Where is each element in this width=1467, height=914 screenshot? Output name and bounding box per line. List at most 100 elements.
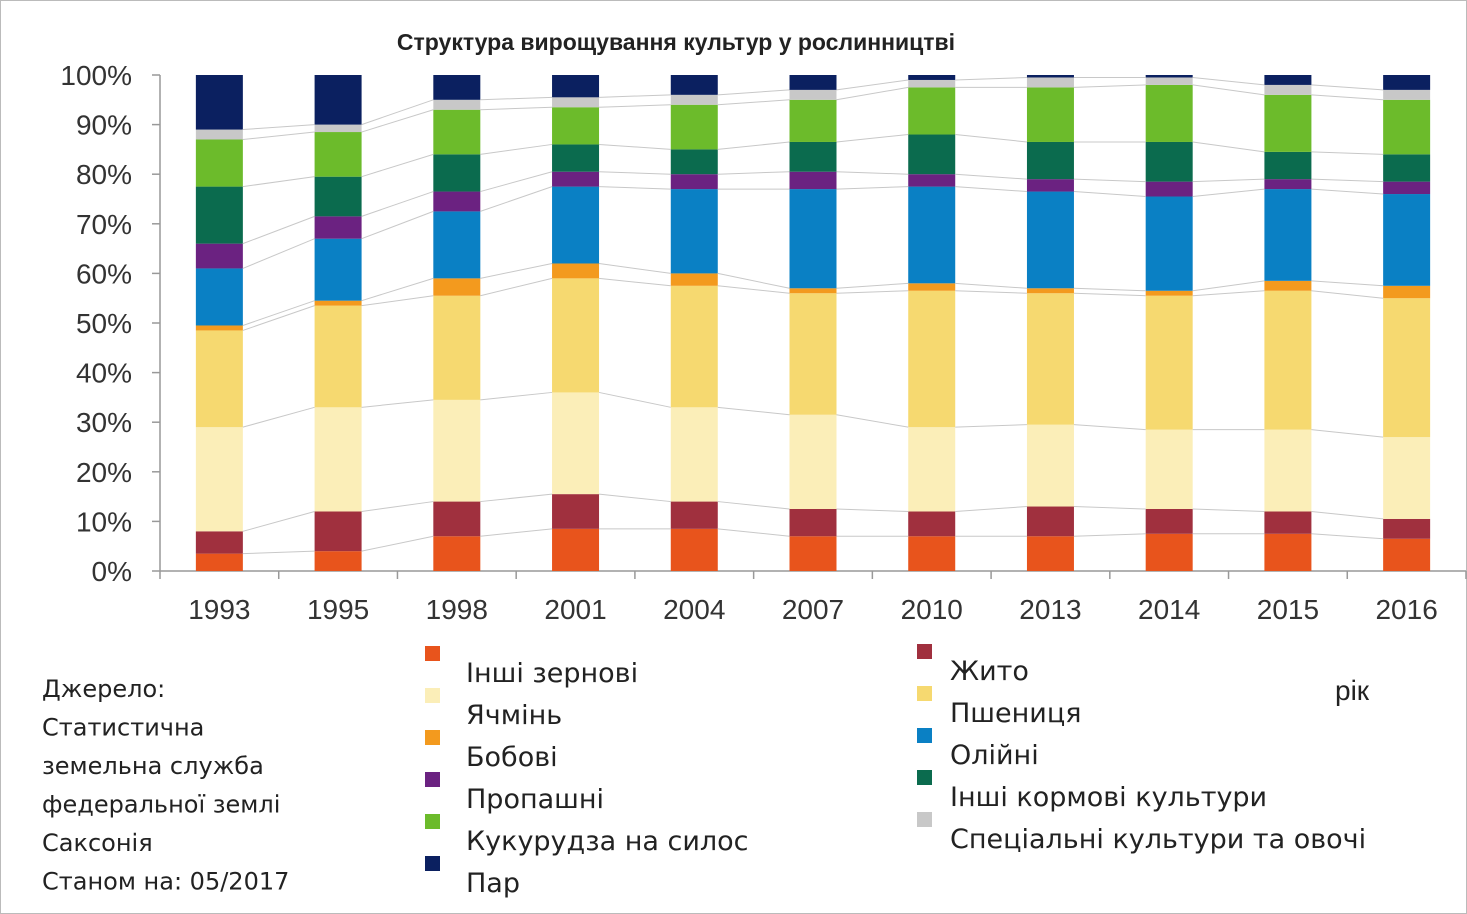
bar-segment [1264,290,1312,430]
connector [717,89,790,96]
bar-segment [552,494,600,529]
connector [361,99,434,126]
bar-segment [670,501,718,529]
bar-segment [908,75,956,80]
bar-segment [908,427,956,512]
bar-segment [670,149,718,175]
bar-segment [1264,75,1312,85]
bar-segment [1145,181,1193,197]
connector [717,272,790,289]
bar-segment [195,531,243,554]
bar-segment [1383,154,1431,182]
connector [242,176,315,188]
legend-label: Інші зернові [466,658,638,689]
bar-segment [908,79,956,88]
bar-segment [670,94,718,105]
bar-segment [908,290,956,428]
y-tick-label: 10% [76,506,132,537]
connector [242,300,315,326]
bar-segment [314,124,362,133]
bar-segment [552,263,600,279]
connector [480,493,553,503]
connector [1073,84,1146,88]
legend-label: Пар [466,868,520,899]
bar-segment [1264,94,1312,152]
connector [599,186,671,190]
bar-segment [314,75,362,125]
bar-segment [195,139,243,187]
connector [598,391,671,408]
connector [480,106,553,111]
bar-segment [195,553,243,571]
bar-segment [1145,84,1193,142]
connector [361,295,434,307]
bar-segment [1145,533,1193,571]
connector [361,399,434,408]
connector [1073,533,1146,537]
legend-swatch [917,770,932,785]
bar-segment [552,278,600,393]
connector [717,171,790,175]
bar-segment [314,132,362,177]
bar-segment [1145,429,1193,509]
connector [361,191,434,217]
bar-segment [789,288,837,294]
connector [361,153,434,178]
bar-segment [789,293,837,415]
legend-swatch [425,688,440,703]
connector [242,131,315,140]
bar-segment [195,186,243,244]
bar-segment [314,216,362,239]
bar-segment [908,186,956,284]
connector [599,171,671,175]
y-tick-label: 90% [76,110,132,141]
bar-segment [314,407,362,512]
bar-segment [1264,280,1312,291]
connector [1192,280,1265,292]
bar-segment [1145,196,1193,291]
connector [1311,84,1384,91]
legend-label: Жито [950,656,1029,687]
bar-segment [1145,75,1193,78]
bar-segment [1383,285,1431,299]
bar-segment [1145,509,1193,534]
connector [836,282,909,289]
legend-swatch [425,730,440,745]
bar-segment [433,278,481,296]
connector [242,510,315,532]
connector [1073,292,1146,297]
y-tick-label: 20% [76,457,132,488]
connector [955,173,1027,180]
bar-segment [670,174,718,190]
bar-segment [670,104,718,150]
bar-segment [433,154,481,192]
connector [836,134,909,143]
connector [599,94,671,98]
bar-segment [195,427,243,532]
bar-segment [1383,518,1431,539]
bar-segment [433,536,481,571]
source-line: Статистична [42,714,204,742]
x-tick-label: 1993 [188,594,250,625]
bar-segment [195,330,243,428]
bar-segment [195,243,243,269]
connector [480,277,553,297]
connector [1192,290,1265,297]
source-line: Станом на: 05/2017 [42,868,289,896]
y-tick-label: 0% [92,556,132,587]
bar-segment [195,75,243,130]
chart-title: Структура вирощування культур у рослинни… [397,29,955,55]
x-tick-label: 1998 [426,594,488,625]
connector [1073,287,1146,292]
legend-swatch [917,728,932,743]
legend-swatch [917,644,932,659]
bar-segment [1383,99,1431,155]
x-tick-label: 2010 [901,594,963,625]
bar-segment [1145,141,1193,182]
bar-segment [1383,298,1431,438]
bar-segment [1264,533,1312,571]
bar-segment [1026,536,1074,571]
connector [242,305,315,331]
connector [717,285,790,294]
